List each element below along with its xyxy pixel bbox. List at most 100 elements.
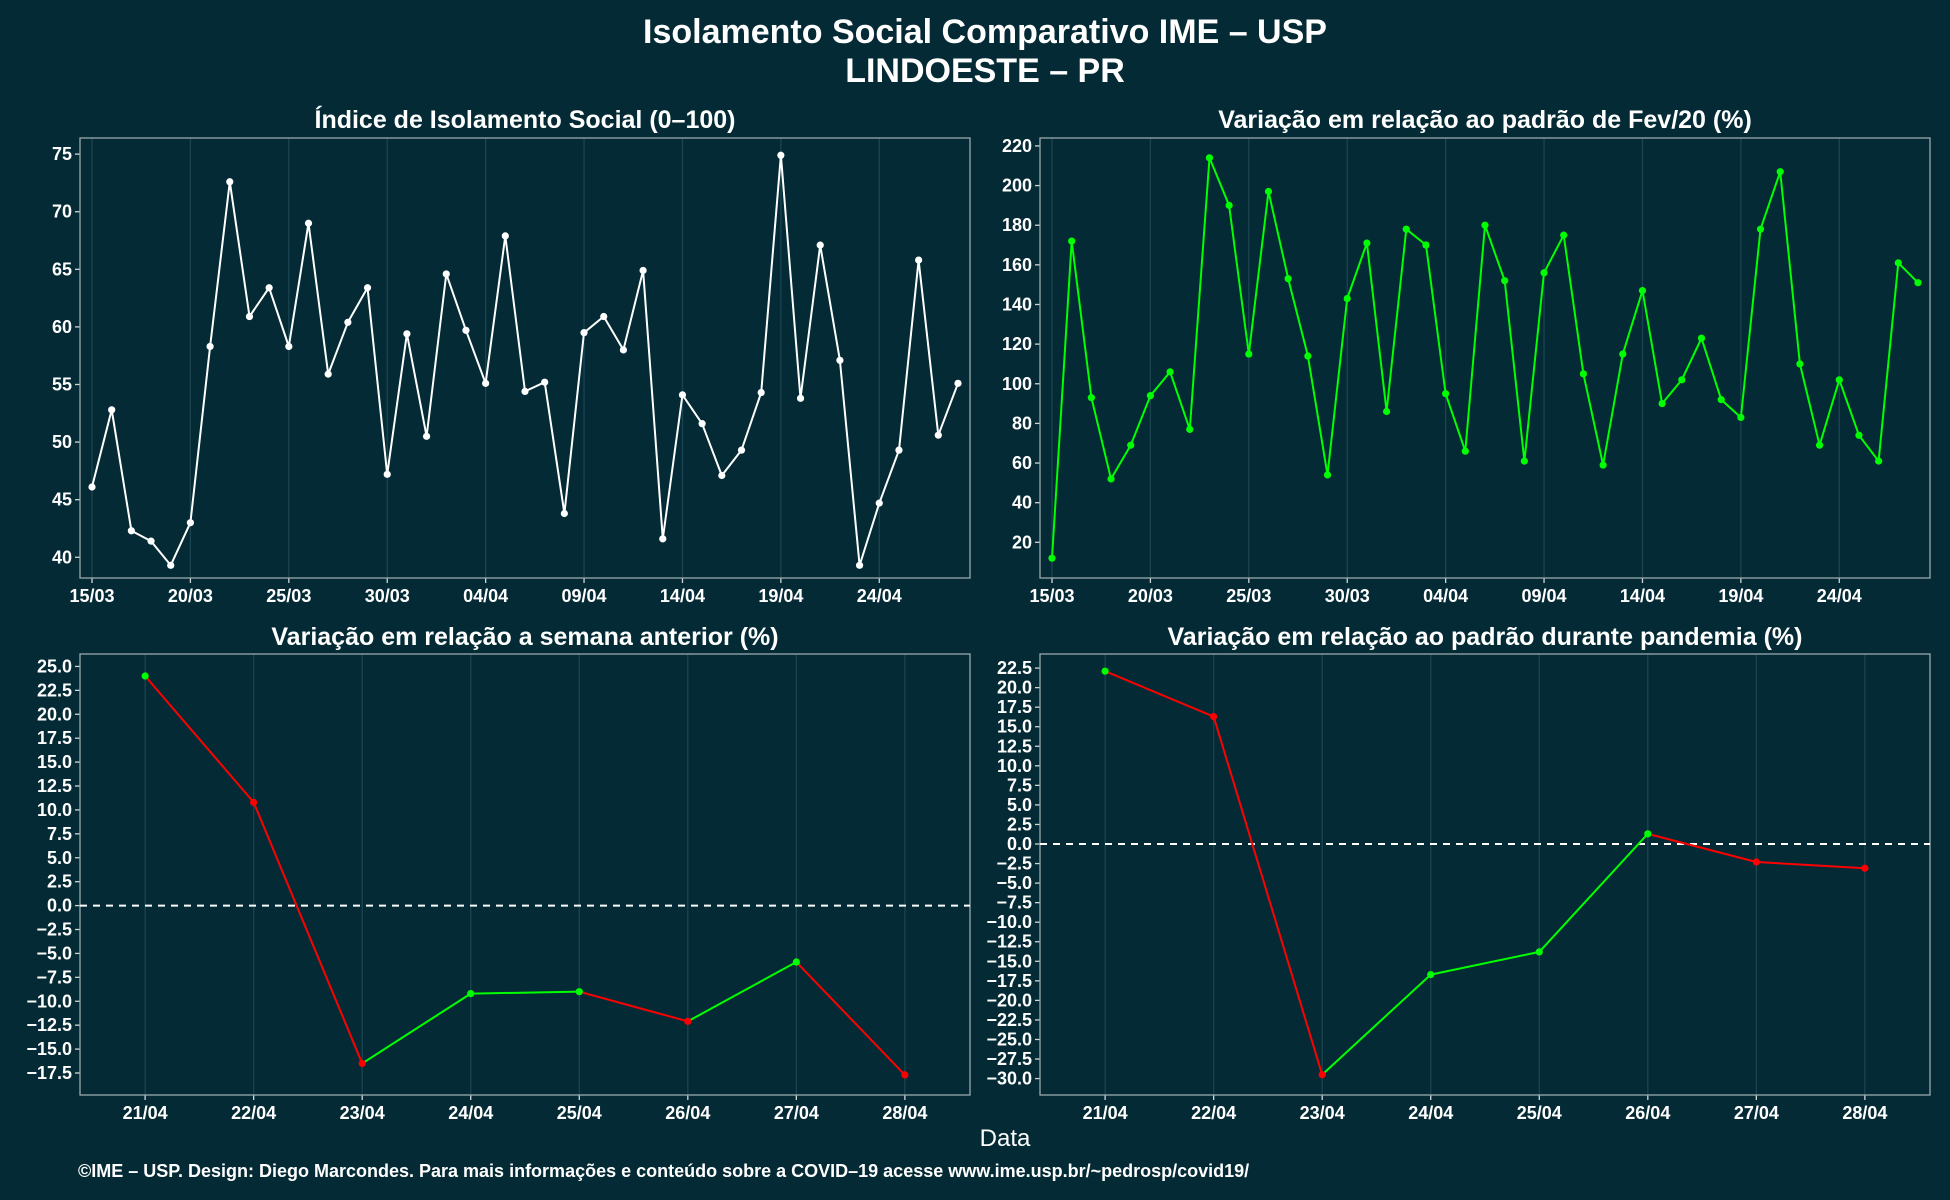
y-tick-label: −10.0	[26, 991, 72, 1011]
data-point	[186, 519, 195, 527]
plot-border	[1039, 137, 1931, 579]
data-point	[1835, 376, 1843, 384]
data-point	[108, 406, 116, 414]
data-point	[1146, 392, 1155, 400]
x-tick-label: 24/04	[448, 1103, 493, 1123]
data-point	[127, 527, 135, 535]
y-tick-label: −20.0	[986, 990, 1032, 1010]
data-point	[1894, 259, 1902, 267]
data-point	[1101, 667, 1109, 675]
x-tick-label: 14/04	[660, 586, 705, 606]
x-tick-label: 30/03	[1325, 586, 1370, 606]
data-point	[1737, 413, 1745, 422]
y-tick-label: −22.5	[986, 1010, 1032, 1030]
y-tick-label: 20.0	[997, 678, 1032, 698]
data-point	[1284, 275, 1292, 283]
y-tick-label: −25.0	[986, 1029, 1032, 1049]
data-point	[954, 379, 962, 387]
x-tick-label: 23/04	[1300, 1103, 1345, 1123]
data-point	[757, 388, 765, 397]
data-point	[403, 330, 411, 338]
y-tick-label: 200	[1002, 176, 1032, 196]
series-segment	[687, 961, 797, 1023]
y-tick-label: −17.5	[986, 971, 1032, 991]
variation-week-chart: Variação em relação a semana anterior (%…	[26, 623, 971, 1123]
y-tick-label: −2.5	[36, 920, 72, 940]
data-point	[1318, 1071, 1326, 1079]
data-point	[1855, 431, 1863, 439]
data-point	[1599, 461, 1607, 469]
data-point	[875, 499, 883, 507]
data-point	[698, 420, 706, 428]
data-point	[1861, 864, 1869, 872]
series-segment	[1430, 950, 1540, 976]
data-point	[1127, 441, 1135, 449]
data-point	[1461, 447, 1469, 455]
y-tick-label: 10.0	[37, 800, 72, 820]
data-point	[901, 1071, 909, 1079]
data-point	[1087, 394, 1095, 402]
y-tick-label: −12.5	[986, 932, 1032, 952]
panel-title: Variação em relação ao padrão durante pa…	[1168, 623, 1803, 651]
x-tick-label: 09/04	[562, 586, 607, 606]
data-point	[265, 284, 273, 292]
data-point	[422, 432, 431, 440]
data-point	[619, 346, 628, 354]
data-point	[344, 318, 352, 326]
data-point	[1644, 830, 1652, 838]
data-point	[1619, 350, 1627, 358]
series-segment	[252, 801, 364, 1064]
y-tick-label: 120	[1002, 334, 1032, 354]
x-tick-label: 15/03	[1029, 586, 1074, 606]
data-point	[1914, 279, 1922, 287]
data-point	[792, 958, 800, 966]
data-point	[541, 378, 549, 386]
variation-pandemic-chart: Variação em relação ao padrão durante pa…	[986, 623, 1931, 1123]
data-point	[442, 270, 450, 278]
data-point	[1264, 187, 1273, 196]
x-tick-label: 19/04	[1718, 586, 1763, 606]
data-point	[1382, 407, 1391, 416]
main-title: Isolamento Social Comparativo IME – USP	[643, 13, 1327, 51]
data-point	[250, 798, 258, 806]
y-tick-label: −5.0	[996, 873, 1032, 893]
x-tick-label: 28/04	[882, 1103, 927, 1123]
y-tick-label: 5.0	[47, 848, 72, 868]
y-tick-label: 65	[52, 259, 72, 279]
data-point	[1697, 334, 1706, 342]
y-tick-label: 45	[52, 490, 72, 510]
y-tick-label: 60	[1012, 453, 1032, 473]
x-axis-title: Data	[980, 1125, 1031, 1152]
x-tick-label: 25/03	[266, 586, 311, 606]
x-tick-label: 20/03	[1128, 586, 1173, 606]
y-tick-label: 0.0	[1007, 834, 1032, 854]
y-tick-label: −15.0	[26, 1039, 72, 1059]
data-point	[600, 312, 608, 321]
series-segment	[1538, 833, 1649, 953]
data-point	[1638, 287, 1647, 295]
x-tick-label: 04/04	[1423, 586, 1468, 606]
data-point	[1225, 201, 1233, 209]
x-tick-label: 21/04	[123, 1103, 168, 1123]
y-tick-label: 22.5	[37, 680, 72, 700]
x-tick-label: 14/04	[1620, 586, 1665, 606]
data-point	[245, 312, 254, 321]
plot-border	[79, 137, 971, 579]
y-tick-label: 55	[52, 374, 72, 394]
panel-title: Variação em relação a semana anterior (%…	[271, 623, 778, 651]
y-tick-label: 7.5	[47, 824, 72, 844]
series-segment	[795, 961, 906, 1076]
data-point	[580, 329, 588, 337]
data-point	[1815, 441, 1824, 449]
x-tick-label: 22/04	[1191, 1103, 1236, 1123]
data-point	[1579, 370, 1588, 378]
y-tick-label: 25.0	[37, 656, 72, 676]
x-tick-label: 27/04	[774, 1103, 819, 1123]
y-tick-label: 100	[1002, 374, 1032, 394]
y-tick-label: 17.5	[997, 697, 1032, 717]
data-point	[363, 284, 372, 292]
data-point	[462, 326, 470, 334]
data-point	[1756, 225, 1765, 233]
x-tick-label: 27/04	[1734, 1103, 1779, 1123]
y-tick-label: 80	[1012, 413, 1032, 433]
